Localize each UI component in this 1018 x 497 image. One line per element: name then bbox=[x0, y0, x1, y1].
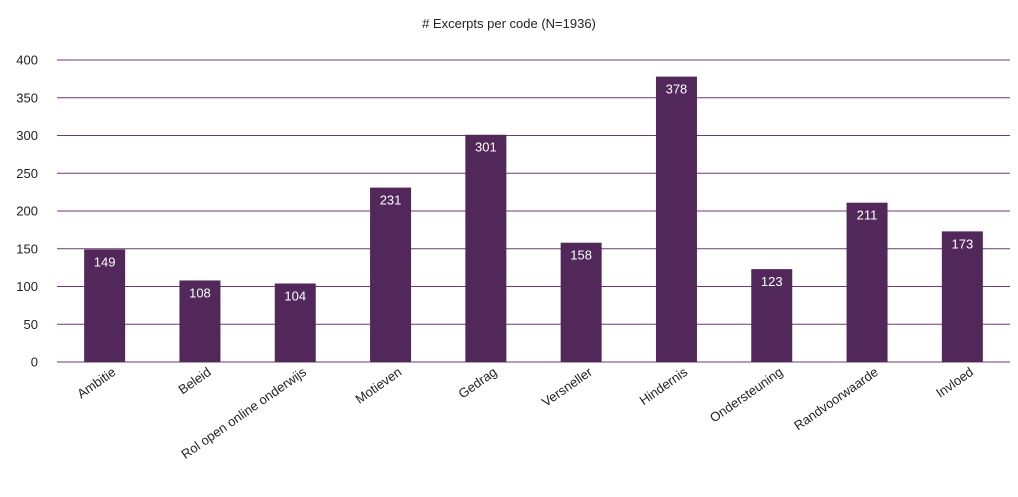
y-tick-label: 50 bbox=[24, 317, 38, 332]
bar bbox=[465, 135, 506, 362]
y-axis-ticks: 0 50 100 150 200 250 300 350 400 bbox=[16, 53, 38, 370]
bar bbox=[847, 203, 888, 362]
data-label: 231 bbox=[380, 193, 402, 208]
data-label: 301 bbox=[475, 140, 497, 155]
data-label: 173 bbox=[951, 236, 973, 251]
data-label: 211 bbox=[857, 208, 878, 223]
y-tick-label: 150 bbox=[16, 241, 38, 256]
x-category-label: Versneller bbox=[539, 364, 596, 410]
data-label: 158 bbox=[570, 248, 592, 263]
bars bbox=[84, 77, 983, 362]
x-category-label: Beleid bbox=[175, 364, 213, 397]
y-tick-label: 400 bbox=[16, 53, 38, 68]
data-labels: 149 108 104 231 301 158 378 123 211 173 bbox=[94, 82, 973, 304]
y-tick-label: 100 bbox=[16, 279, 38, 294]
data-label: 123 bbox=[761, 274, 783, 289]
bar bbox=[656, 77, 697, 362]
y-tick-label: 250 bbox=[16, 166, 38, 181]
data-label: 104 bbox=[284, 288, 306, 303]
x-category-label: Ondersteuning bbox=[707, 364, 785, 425]
y-tick-label: 300 bbox=[16, 128, 38, 143]
y-tick-label: 200 bbox=[16, 204, 38, 219]
x-category-label: Hindernis bbox=[637, 364, 691, 408]
x-category-label: Ambitie bbox=[74, 364, 118, 401]
x-category-label: Invloed bbox=[933, 364, 976, 400]
data-label: 149 bbox=[94, 255, 116, 270]
bar bbox=[370, 188, 411, 362]
y-tick-label: 350 bbox=[16, 90, 38, 105]
x-category-label: Motieven bbox=[352, 364, 404, 407]
y-tick-label: 0 bbox=[31, 355, 38, 370]
chart-title: # Excerpts per code (N=1936) bbox=[422, 16, 596, 31]
x-category-label: Gedrag bbox=[455, 364, 499, 401]
x-category-label: Randvoorwaarde bbox=[791, 364, 881, 433]
data-label: 378 bbox=[666, 82, 688, 97]
data-label: 108 bbox=[189, 285, 211, 300]
